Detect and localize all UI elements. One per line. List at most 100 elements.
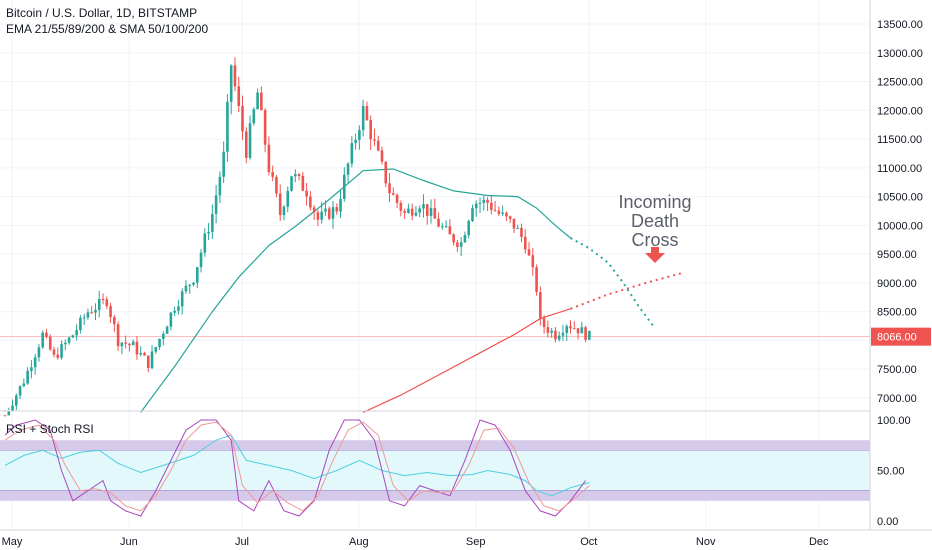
candle-body [222,151,225,177]
candle [361,99,365,137]
candle [539,286,542,326]
candle-body [120,342,124,347]
candle-body [539,292,542,319]
candle [523,229,527,254]
candle [180,288,184,315]
candle-body [79,317,82,330]
candle-body [497,210,501,214]
candle-body [523,236,527,250]
candle-body [248,123,252,158]
candle [139,346,143,357]
candle-body [557,335,561,340]
candle-body [192,282,195,285]
x-tick-label: Jul [235,536,249,548]
y-tick-label: 8500.00 [877,307,917,319]
candle [211,204,214,239]
candle-body [486,199,489,203]
candle [203,228,207,257]
rsi-y-tick-label: 50.00 [877,466,905,478]
candle [384,161,388,188]
candle-body [293,174,297,177]
candle [520,223,523,243]
candle [508,215,512,223]
current-price-label: 8066.00 [877,332,917,344]
candle-body [237,86,241,106]
y-tick-label: 9500.00 [877,249,917,261]
y-tick-label: 7000.00 [877,393,917,405]
candle [482,196,486,211]
candle [64,339,67,351]
indicator-legend: EMA 21/55/89/200 & SMA 50/100/200 [6,22,209,36]
candle [335,203,339,215]
candle-body [64,342,67,345]
candle-body [425,204,429,216]
rsi-panel [0,419,870,517]
candle-body [565,326,569,333]
candle [30,360,33,379]
candle [527,242,531,257]
candle [256,88,259,110]
candle-body [588,330,591,340]
candle [214,185,218,224]
candle-body [327,208,331,219]
sma50-line [140,168,571,413]
candle-body [418,208,421,213]
candle-body [90,312,94,314]
candle [192,282,195,287]
candle [233,57,237,92]
candle-body [437,218,440,227]
candle-body [410,208,414,216]
candle-body [343,174,346,199]
candle [116,321,120,351]
candle [516,224,520,229]
candle-body [490,202,493,210]
candle [131,339,135,346]
candle-body [101,298,105,300]
candle [169,311,173,331]
candle [244,127,248,164]
x-tick-label: Oct [580,536,597,548]
candle-body [158,338,161,348]
candle [56,347,60,360]
candle-body [45,332,48,337]
candle [22,378,26,388]
candle [422,194,425,218]
candle [86,308,90,320]
candle-body [15,395,18,406]
candle [260,86,263,111]
candle-body [139,353,143,355]
candle [576,328,580,340]
candle [546,320,550,338]
candle-body [169,312,173,327]
candle [109,302,112,323]
candle [557,331,561,342]
candle [267,136,271,176]
x-tick-label: Sep [466,536,486,548]
candle-body [271,172,274,177]
candle [146,355,150,373]
candle-body [335,207,339,212]
candle-body [256,92,259,110]
candle-body [82,317,86,319]
sma200-projection [570,271,684,310]
candle [18,385,22,400]
candle [452,233,455,246]
candle [105,296,109,310]
candle [82,313,86,325]
candle [365,101,369,121]
candle-body [173,310,176,313]
rsi-lower-band [0,490,870,501]
candle-body [561,332,565,336]
candle-body [278,193,282,216]
candle [158,338,161,350]
candle [448,219,452,235]
candle-body [444,226,448,228]
x-tick-label: Aug [349,536,369,548]
candle [271,165,274,182]
sma50-projection [570,237,655,327]
candle [120,341,124,355]
candle [584,325,587,343]
